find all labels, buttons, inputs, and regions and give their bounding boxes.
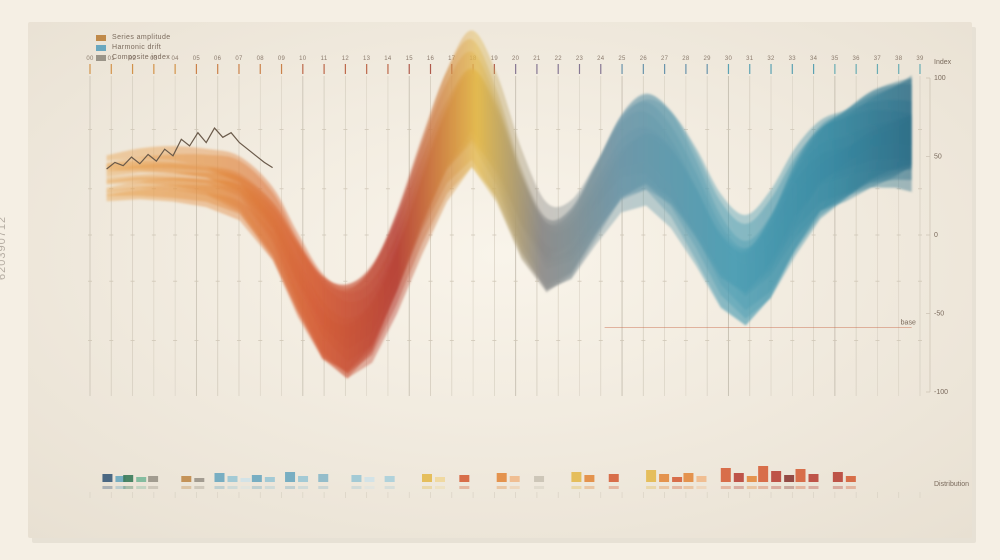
legend-label: Harmonic drift	[112, 44, 161, 51]
top-tick-label: 35	[831, 56, 839, 62]
right-tick-label: -100	[934, 389, 948, 396]
legend-item: Series amplitude	[96, 34, 171, 41]
top-tick-label: 24	[597, 56, 605, 62]
top-tick-label: 19	[491, 56, 499, 62]
top-tick-label: 13	[363, 56, 371, 62]
top-tick-label: 23	[576, 56, 584, 62]
legend-item: Composite index	[96, 54, 171, 61]
top-tick-label: 11	[321, 56, 328, 62]
distribution-swatch	[435, 477, 445, 482]
distribution-swatch	[318, 474, 328, 482]
top-tick-label: 12	[342, 56, 350, 62]
distribution-swatch	[734, 473, 744, 482]
distribution-swatch	[659, 474, 669, 482]
distribution-swatch	[683, 473, 693, 482]
distribution-swatch	[609, 474, 619, 482]
distribution-swatch	[747, 476, 757, 482]
top-tick-label: 38	[895, 56, 903, 62]
right-tick-label: 100	[934, 75, 946, 82]
distribution-swatch	[298, 476, 308, 482]
distribution-swatch	[672, 477, 682, 482]
chart-canvas: 0001020304050607080910111213141516171819…	[0, 0, 1000, 560]
distribution-swatch	[771, 471, 781, 482]
right-tick-label: -50	[934, 311, 944, 318]
top-tick-label: 09	[278, 56, 286, 62]
top-tick-label: 34	[810, 56, 818, 62]
distribution-swatch	[194, 478, 204, 482]
legend: Series amplitude Harmonic drift Composite …	[96, 34, 171, 61]
distribution-swatch	[136, 477, 146, 482]
distribution-swatch	[422, 474, 432, 482]
top-tick-label: 37	[874, 56, 882, 62]
distribution-swatch	[102, 474, 112, 482]
distribution-swatch	[646, 470, 656, 482]
distribution-swatch	[534, 476, 544, 482]
legend-swatch	[96, 55, 106, 61]
legend-swatch	[96, 45, 106, 51]
distribution-swatch	[351, 475, 361, 482]
top-tick-label: 26	[640, 56, 648, 62]
svg-text:base: base	[901, 319, 916, 326]
top-tick-label: 08	[257, 56, 265, 62]
distribution-swatch	[459, 475, 469, 482]
distribution-swatch	[809, 474, 819, 482]
top-tick-label: 29	[704, 56, 712, 62]
right-axis-title: Index	[934, 59, 952, 66]
legend-label: Composite index	[112, 54, 170, 61]
top-tick-label: 25	[618, 56, 626, 62]
distribution-swatch	[215, 473, 225, 482]
top-tick-label: 20	[512, 56, 520, 62]
distribution-swatch	[285, 472, 295, 482]
distribution-swatch	[228, 476, 238, 482]
top-tick-label: 00	[86, 56, 94, 62]
top-tick-label: 27	[661, 56, 669, 62]
distribution-label: Distribution	[934, 481, 969, 488]
top-tick-label: 14	[384, 56, 392, 62]
legend-label: Series amplitude	[112, 34, 171, 41]
top-tick-label: 32	[767, 56, 775, 62]
distribution-swatch	[784, 475, 794, 482]
top-tick-label: 30	[725, 56, 733, 62]
distribution-swatch	[241, 478, 251, 482]
top-tick-label: 21	[533, 56, 541, 62]
top-tick-label: 04	[171, 56, 179, 62]
top-tick-label: 36	[853, 56, 861, 62]
legend-swatch	[96, 35, 106, 41]
top-tick-label: 16	[427, 56, 435, 62]
top-tick-label: 06	[214, 56, 222, 62]
distribution-swatch	[148, 476, 158, 482]
top-tick-label: 10	[299, 56, 307, 62]
distribution-swatch	[584, 475, 594, 482]
distribution-swatch	[721, 468, 731, 482]
top-tick-label: 07	[235, 56, 243, 62]
legend-item: Harmonic drift	[96, 44, 171, 51]
distribution-swatch	[696, 476, 706, 482]
distribution-swatch	[123, 475, 133, 482]
distribution-swatch	[833, 472, 843, 482]
distribution-swatch	[846, 476, 856, 482]
distribution-swatch	[796, 469, 806, 482]
right-tick-label: 0	[934, 232, 938, 239]
right-tick-label: 50	[934, 154, 942, 161]
top-tick-label: 28	[682, 56, 690, 62]
top-tick-label: 22	[555, 56, 563, 62]
top-tick-label: 05	[193, 56, 201, 62]
top-tick-label: 33	[789, 56, 797, 62]
distribution-swatch	[265, 477, 275, 482]
distribution-swatch	[252, 475, 262, 482]
distribution-swatch	[385, 476, 395, 482]
distribution-swatch	[758, 466, 768, 482]
top-tick-label: 15	[406, 56, 414, 62]
distribution-swatch	[497, 473, 507, 482]
watermark: 620390712	[0, 216, 8, 280]
top-tick-label: 39	[916, 56, 924, 62]
distribution-swatch	[181, 476, 191, 482]
distribution-swatch	[510, 476, 520, 482]
distribution-swatch	[571, 472, 581, 482]
distribution-swatch	[364, 477, 374, 482]
top-tick-label: 31	[746, 56, 754, 62]
